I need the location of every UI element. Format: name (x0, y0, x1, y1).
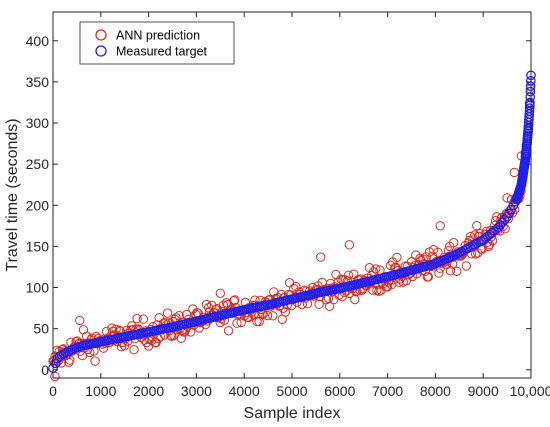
x-tick-label: 4000 (229, 383, 260, 399)
plot-frame (52, 11, 532, 379)
legend-label-ann-prediction: ANN prediction (116, 29, 200, 43)
legend-marker-ann-prediction (95, 29, 107, 41)
legend: ANN prediction Measured target (79, 21, 235, 65)
ann-prediction-point (230, 295, 240, 305)
ann-prediction-point (50, 371, 60, 382)
ann-prediction-point (268, 311, 278, 321)
y-tick-label: 150 (26, 238, 50, 254)
measured-target-point (524, 103, 535, 114)
y-tick-label: 200 (26, 197, 50, 213)
ann-prediction-point (502, 193, 512, 203)
ann-prediction-point (78, 325, 89, 335)
ann-prediction-point (262, 310, 273, 321)
x-tick-label: 0 (49, 383, 57, 399)
x-tick-label: 7000 (372, 383, 403, 399)
ann-prediction-point (452, 266, 462, 276)
ann-prediction-point (280, 307, 291, 317)
legend-box (79, 21, 235, 65)
ann-prediction-point (331, 269, 341, 280)
ann-prediction-point (215, 288, 226, 298)
ann-prediction-point (421, 252, 431, 262)
y-tick-label: 100 (26, 280, 50, 296)
ann-prediction-point (252, 316, 262, 327)
ann-prediction-point (138, 314, 149, 324)
ann-prediction-point (461, 261, 471, 271)
x-axis-title: Sample index (244, 405, 341, 422)
ann-prediction-point (472, 221, 482, 231)
measured-target-point (525, 97, 535, 108)
legend-label-measured-target: Measured target (116, 45, 208, 59)
x-tick-label: 6000 (324, 383, 355, 399)
y-tick-label: 400 (26, 33, 50, 49)
y-axis: 0 50 100 150 200 250 300 350 400 (26, 33, 531, 378)
ann-prediction-point (423, 272, 434, 282)
ann-prediction-point (132, 313, 142, 324)
ann-prediction-point (284, 278, 295, 288)
ann-prediction-point (445, 266, 456, 276)
ann-prediction-point (509, 167, 519, 178)
x-tick-label: 5000 (276, 383, 307, 399)
ann-prediction-point (90, 356, 100, 366)
ann-prediction-point (343, 270, 354, 280)
ann-prediction-point (162, 308, 173, 318)
ann-prediction-point (254, 316, 264, 327)
ann-prediction-point (350, 294, 360, 305)
ann-prediction-point (435, 221, 445, 231)
ann-prediction-point (221, 298, 232, 308)
y-tick-label: 350 (26, 74, 50, 90)
ann-prediction-point (291, 281, 301, 292)
y-tick-label: 50 (33, 321, 49, 337)
y-tick-label: 250 (26, 156, 50, 172)
ann-prediction-point (229, 296, 239, 306)
ann-prediction-point (129, 345, 139, 355)
x-tick-label: 9000 (468, 383, 499, 399)
y-tick-label: 300 (26, 115, 50, 131)
x-tick-label: 3000 (181, 383, 212, 399)
ann-prediction-point (481, 226, 491, 237)
ann-prediction-point (324, 301, 335, 311)
ann-prediction-point (314, 299, 324, 309)
ann-prediction-point (289, 284, 299, 294)
ann-prediction-point (392, 252, 402, 263)
x-tick-label: 1000 (85, 383, 116, 399)
ann-prediction-point (329, 294, 339, 305)
data-points (48, 70, 536, 382)
x-axis: 0 1000 2000 3000 4000 5000 6000 7000 8000 9000 10,… (49, 12, 550, 399)
ann-prediction-point (64, 357, 74, 367)
measured-target-point (50, 358, 61, 369)
ann-prediction-point (434, 268, 444, 278)
measured-target-point (525, 86, 536, 97)
ann-prediction-point (486, 232, 497, 242)
ann-prediction-point (471, 249, 481, 259)
ann-prediction-point (75, 315, 85, 326)
ann-prediction-point (433, 247, 443, 258)
ann-prediction-point (316, 252, 326, 262)
measured-target-point (525, 92, 536, 102)
ann-prediction-point (352, 286, 362, 296)
ann-prediction-point (344, 240, 355, 250)
ann-prediction-point (223, 326, 234, 336)
y-tick-label: 0 (41, 362, 49, 378)
legend-marker-measured-target (95, 45, 107, 57)
x-tick-label: 8000 (420, 383, 451, 399)
x-tick-label: 2000 (133, 383, 164, 399)
x-tick-label: 10,000 (510, 383, 550, 399)
ann-prediction-point (445, 241, 455, 252)
y-axis-title: Travel time (seconds) (4, 118, 21, 271)
ann-prediction-point (371, 264, 381, 274)
